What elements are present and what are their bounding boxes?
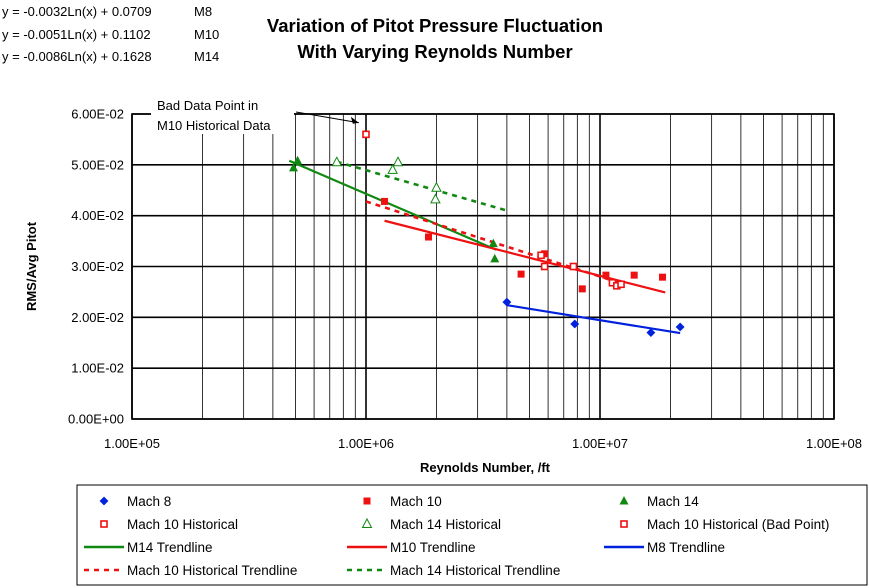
point-mach-10-historical-bad-point-	[362, 130, 370, 139]
point-mach-10	[425, 233, 433, 241]
legend-mach-14-marker	[619, 496, 629, 505]
legend-mach-8-marker	[99, 496, 109, 506]
x-axis-label: Reynolds Number, /ft	[420, 460, 551, 475]
annotation-line-1: Bad Data Point in	[157, 98, 258, 113]
legend-mach-10-historical-bad-point--label: Mach 10 Historical (Bad Point)	[647, 517, 829, 532]
equation-text: y = -0.0086Ln(x) + 0.1628	[2, 49, 152, 64]
equation-m10: y = -0.0051Ln(x) + 0.1102 M10	[2, 27, 219, 42]
point-mach-10-historical	[540, 262, 549, 271]
annotation-arrow-line	[295, 111, 359, 124]
point-mach-10-historical	[569, 262, 578, 271]
point-mach-14-historical	[331, 156, 343, 167]
legend-mach-10-historical-label: Mach 10 Historical	[127, 517, 238, 532]
equation-m14: y = -0.0086Ln(x) + 0.1628 M14	[2, 49, 219, 64]
x-tick-label: 1.00E+08	[806, 436, 862, 451]
y-tick-label: 1.00E-02	[71, 361, 124, 376]
point-mach-10	[659, 273, 667, 281]
point-mach-14	[490, 253, 500, 263]
point-mach-8	[502, 297, 512, 307]
legend-mach-14-label: Mach 14	[647, 494, 699, 509]
legend-mach-10-marker	[363, 497, 371, 505]
legend-mach-10-label: Mach 10	[390, 494, 442, 509]
trendline-m8-trendline	[506, 304, 681, 335]
point-mach-14-historical	[392, 156, 404, 167]
legend-mach-10-historical-trendline-label: Mach 10 Historical Trendline	[127, 563, 297, 578]
legend-m14-trendline-label: M14 Trendline	[127, 540, 213, 555]
point-mach-10	[517, 270, 525, 278]
annotation-arrowhead	[350, 116, 359, 124]
point-mach-14-historical	[387, 163, 398, 174]
x-tick-label: 1.00E+07	[572, 436, 628, 451]
point-mach-8	[646, 328, 656, 338]
point-mach-10	[630, 271, 638, 279]
point-mach-14	[293, 155, 303, 165]
legend-m10-trendline-label: M10 Trendline	[390, 540, 476, 555]
legend-mach-14-historical-label: Mach 14 Historical	[390, 517, 501, 532]
annotation-background	[151, 96, 294, 134]
point-mach-14	[488, 238, 498, 248]
point-mach-8	[570, 319, 580, 329]
point-mach-10	[578, 285, 586, 293]
y-tick-label: 6.00E-02	[71, 107, 124, 122]
legend-mach-14-historical-marker	[361, 517, 373, 528]
legend-mach-10-historical-bad-point--marker	[620, 520, 628, 528]
trendline-m10-trendline	[384, 219, 666, 294]
trendline-m14-trendline	[288, 159, 497, 251]
legend-mach-10-historical-marker	[100, 520, 108, 528]
legend-m8-trendline-label: M8 Trendline	[647, 540, 725, 555]
y-tick-label: 0.00E+00	[68, 412, 124, 427]
equation-label: M8	[194, 4, 213, 19]
annotation-line-2: M10 Historical Data	[157, 118, 271, 133]
point-mach-14-historical	[431, 181, 442, 192]
plot-frame	[131, 113, 835, 420]
y-tick-label: 5.00E-02	[71, 157, 124, 172]
y-axis-label: RMS/Avg Pitot	[24, 221, 39, 311]
point-mach-8	[675, 322, 685, 332]
x-tick-label: 1.00E+06	[338, 436, 394, 451]
legend-mach-14-historical-trendline-label: Mach 14 Historical Trendline	[390, 563, 560, 578]
y-tick-label: 3.00E-02	[71, 259, 124, 274]
y-tick-label: 2.00E-02	[71, 310, 124, 325]
point-mach-14	[289, 162, 299, 172]
point-mach-10-historical	[537, 251, 545, 260]
y-tick-label: 4.00E-02	[71, 208, 124, 223]
equation-text: y = -0.0051Ln(x) + 0.1102	[2, 27, 151, 42]
chart-title-line-2: With Varying Reynolds Number	[297, 41, 573, 62]
equation-text: y = -0.0032Ln(x) + 0.0709	[2, 4, 152, 19]
equation-label: M10	[194, 27, 220, 42]
chart-title-line-1: Variation of Pitot Pressure Fluctuation	[266, 15, 604, 36]
point-mach-10-historical	[617, 280, 625, 289]
legend-box	[76, 484, 868, 586]
x-tick-label: 1.00E+05	[104, 436, 160, 451]
point-mach-10	[381, 197, 389, 205]
equation-label: M14	[194, 49, 220, 64]
point-mach-10	[602, 271, 610, 279]
equation-m8: y = -0.0032Ln(x) + 0.0709 M8	[2, 4, 212, 19]
legend-mach-8-label: Mach 8	[127, 494, 171, 509]
point-mach-14-historical	[430, 193, 441, 204]
